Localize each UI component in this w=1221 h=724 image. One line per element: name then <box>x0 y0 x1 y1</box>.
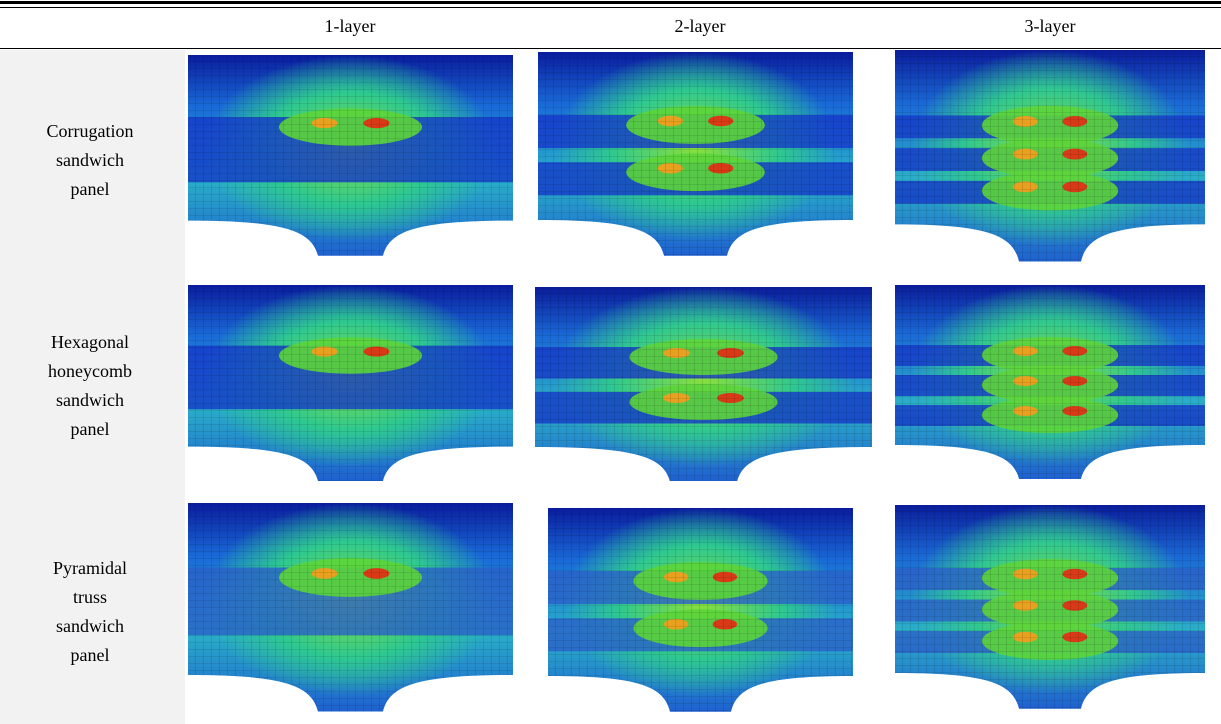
row-label-line: Corrugation <box>0 117 180 146</box>
simulation-image <box>895 50 1205 268</box>
row-label-line: sandwich <box>0 146 180 175</box>
row-label-line: truss <box>0 583 180 612</box>
simulation-image <box>188 285 513 487</box>
row-label-line: Hexagonal <box>0 328 180 357</box>
row-label-line: Pyramidal <box>0 554 180 583</box>
top-rule <box>0 1 1221 4</box>
row-label-line: panel <box>0 415 180 444</box>
simulation-image <box>895 285 1205 485</box>
header-rule <box>0 48 1221 49</box>
column-header: 2-layer <box>600 16 800 37</box>
row-label-line: panel <box>0 641 180 670</box>
simulation-image <box>538 52 853 262</box>
column-header: 3-layer <box>950 16 1150 37</box>
simulation-image <box>188 55 513 262</box>
simulation-image <box>188 503 513 718</box>
simulation-image <box>895 505 1205 715</box>
simulation-image <box>548 508 853 718</box>
column-header: 1-layer <box>250 16 450 37</box>
row-label-line: sandwich <box>0 612 180 641</box>
simulation-image <box>535 287 872 487</box>
row-label-line: sandwich <box>0 386 180 415</box>
top-rule-thin <box>0 7 1221 8</box>
row-label-line: honeycomb <box>0 357 180 386</box>
row-label-line: panel <box>0 175 180 204</box>
page: 1-layer2-layer3-layerCorrugationsandwich… <box>0 0 1221 724</box>
